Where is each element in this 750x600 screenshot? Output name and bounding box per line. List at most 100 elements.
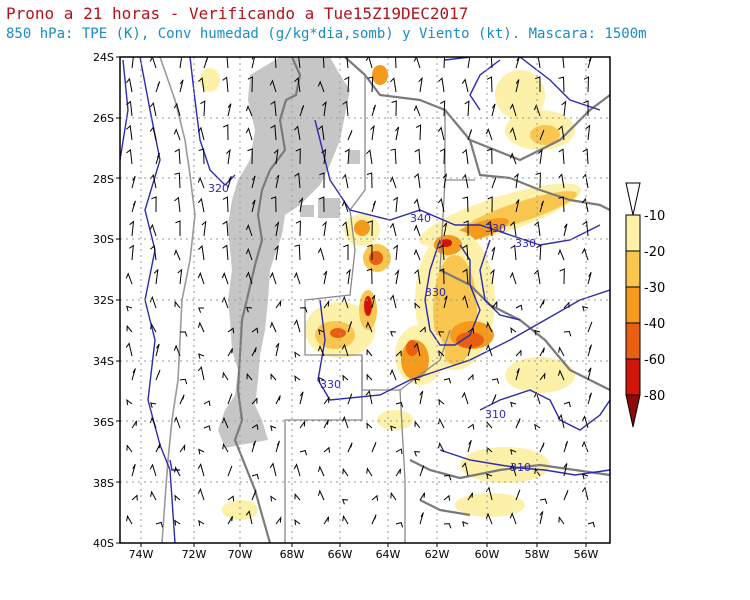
wind-barb bbox=[509, 152, 517, 165]
colorbar-segment bbox=[625, 322, 641, 360]
colorbar-label: -30 bbox=[644, 281, 665, 296]
wind-barb bbox=[198, 353, 205, 359]
wind-barb bbox=[443, 222, 448, 237]
wind-barb bbox=[510, 244, 517, 261]
wind-barb bbox=[394, 269, 400, 285]
wind-barb bbox=[581, 173, 589, 189]
wind-barb bbox=[581, 486, 589, 501]
wind-barb bbox=[347, 321, 353, 333]
wind-barb bbox=[251, 347, 257, 357]
wind-barb bbox=[131, 420, 138, 429]
wind-barb bbox=[414, 378, 421, 384]
wind-barb bbox=[442, 172, 448, 189]
contour-label: 330 bbox=[485, 222, 506, 235]
wind-barb bbox=[587, 367, 592, 381]
wind-barb bbox=[125, 77, 133, 93]
wind-barb bbox=[227, 465, 233, 477]
wind-barb bbox=[581, 415, 589, 429]
wind-barb bbox=[150, 402, 157, 408]
wind-barb bbox=[221, 272, 229, 285]
wind-barb bbox=[515, 489, 521, 501]
wind-barb bbox=[227, 348, 233, 357]
wind-barb bbox=[515, 57, 520, 69]
wind-barb bbox=[323, 270, 328, 285]
lon-label: 56W bbox=[574, 548, 599, 561]
wind-barb bbox=[245, 224, 253, 237]
wind-barb bbox=[179, 378, 188, 385]
wind-barb bbox=[419, 465, 425, 477]
wind-barb bbox=[247, 76, 253, 93]
wind-barb bbox=[462, 148, 469, 165]
wind-barb bbox=[203, 400, 211, 406]
colorbar-bottom-triangle bbox=[625, 394, 641, 428]
wind-barb bbox=[366, 172, 373, 189]
wind-barb bbox=[174, 519, 181, 526]
wind-barb bbox=[126, 100, 133, 117]
wind-barb bbox=[198, 307, 204, 313]
lat-label: 28S bbox=[93, 173, 114, 186]
wind-barb bbox=[174, 196, 181, 213]
wind-barb bbox=[390, 77, 397, 93]
wind-barb bbox=[557, 414, 565, 429]
wind-barb bbox=[317, 465, 325, 477]
wind-barb bbox=[467, 492, 474, 501]
wind-barb bbox=[539, 299, 545, 309]
wind-barb bbox=[486, 148, 493, 165]
wind-barb bbox=[341, 343, 349, 357]
wind-barb bbox=[245, 127, 253, 141]
wind-barb bbox=[515, 199, 520, 213]
wind-barb bbox=[395, 468, 402, 477]
wind-barb bbox=[174, 466, 181, 477]
wind-barb bbox=[581, 197, 589, 213]
wind-barb bbox=[509, 463, 517, 477]
wind-barb bbox=[342, 57, 349, 69]
wind-barb bbox=[126, 148, 133, 165]
wind-barb bbox=[536, 244, 542, 261]
wind-barb bbox=[131, 368, 136, 381]
wind-barb bbox=[582, 305, 589, 312]
wind-barb bbox=[395, 401, 404, 408]
wind-barb bbox=[317, 489, 325, 501]
wind-barb bbox=[251, 473, 259, 480]
wind-barb bbox=[563, 223, 568, 237]
wind-barb bbox=[177, 268, 183, 285]
wind-barb bbox=[200, 100, 206, 117]
colorbar-label: -10 bbox=[644, 209, 665, 224]
wind-barb bbox=[174, 172, 181, 189]
wind-barb bbox=[179, 79, 184, 93]
wind-barb bbox=[461, 294, 469, 309]
wind-barb bbox=[275, 343, 280, 357]
wind-barb bbox=[129, 220, 135, 237]
wind-barb bbox=[443, 295, 448, 309]
wind-barb bbox=[151, 196, 157, 213]
wind-barb bbox=[317, 80, 325, 93]
wind-barb bbox=[173, 344, 181, 357]
wind-barb bbox=[299, 307, 308, 313]
wind-barb bbox=[539, 511, 544, 525]
wind-barb bbox=[535, 76, 541, 93]
wind-barb bbox=[485, 343, 493, 357]
wind-barb bbox=[299, 419, 306, 429]
wind-barb bbox=[418, 76, 423, 93]
wind-barb bbox=[198, 245, 205, 261]
wind-barb bbox=[413, 224, 421, 237]
wind-barb bbox=[443, 523, 452, 529]
wind-barb bbox=[155, 81, 161, 93]
wind-barb bbox=[149, 126, 157, 141]
wind-barb bbox=[464, 100, 470, 117]
wind-barb bbox=[126, 324, 133, 333]
wind-barb bbox=[443, 377, 452, 384]
wind-barb bbox=[413, 104, 421, 117]
wind-barb bbox=[274, 57, 277, 69]
wind-barb bbox=[438, 349, 445, 357]
wind-barb bbox=[389, 294, 397, 309]
wind-barb bbox=[270, 425, 277, 432]
wind-barb bbox=[197, 487, 205, 501]
wind-barb bbox=[365, 390, 373, 405]
wind-barb bbox=[366, 348, 373, 357]
wind-barb bbox=[534, 423, 541, 430]
wind-barb bbox=[438, 417, 445, 429]
wind-barb bbox=[341, 200, 349, 213]
wind-barb bbox=[390, 425, 397, 432]
